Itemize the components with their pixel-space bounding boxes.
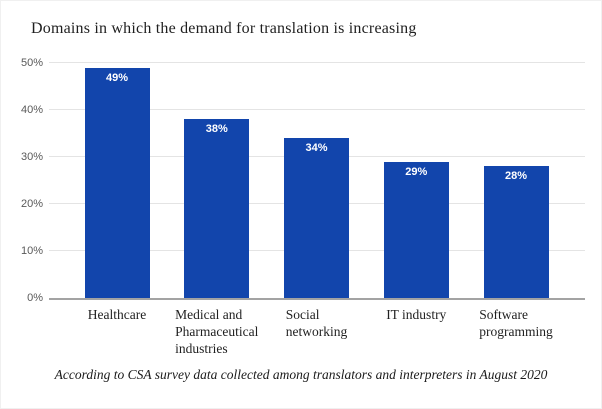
bar-value-label: 34%: [305, 142, 328, 155]
bar-value-label: 49%: [105, 71, 129, 84]
bar-social-networking: 34%: [284, 138, 349, 298]
chart-title: Domains in which the demand for translat…: [31, 20, 417, 37]
plot-area: 49% 38% 34% 29% 28%: [49, 62, 585, 300]
bar-value-label: 28%: [504, 170, 528, 183]
x-axis-label-healthcare: Healthcare: [65, 306, 169, 323]
x-axis-label-it-industry: IT industry: [364, 306, 468, 323]
bar-value-label: 38%: [205, 123, 228, 136]
x-axis-label-text: Medical and Pharmaceutical industries: [175, 307, 259, 356]
y-tick-label: 20%: [20, 198, 43, 210]
bar-healthcare: 49%: [84, 67, 150, 298]
x-axis-label-software-programming: Software programming: [464, 306, 568, 340]
gridline-50: [49, 62, 585, 63]
bar-medical-and-pharmaceutical-industries: 38%: [184, 119, 250, 298]
x-axis-label-text: Healthcare: [87, 307, 147, 322]
y-tick-label: 30%: [20, 151, 43, 163]
bar-software-programming: 28%: [483, 166, 549, 298]
bar-value-label: 29%: [405, 165, 428, 178]
y-tick-label: 0%: [27, 292, 43, 304]
x-axis-label-text: IT industry: [386, 307, 447, 322]
x-axis-label-social-networking: Social networking: [265, 306, 369, 340]
x-axis-label-text: Software programming: [479, 307, 553, 339]
x-axis-label-medical-and-pharmaceutical-industries: Medical and Pharmaceutical industries: [165, 306, 269, 357]
y-tick-label: 10%: [20, 245, 43, 257]
source-note: According to CSA survey data collected a…: [54, 367, 548, 382]
y-tick-label: 40%: [20, 104, 43, 116]
bar-it-industry: 29%: [383, 161, 449, 298]
y-tick-label: 50%: [20, 57, 43, 69]
gridline-40: [49, 109, 585, 110]
x-axis-label-text: Social networking: [285, 307, 348, 339]
